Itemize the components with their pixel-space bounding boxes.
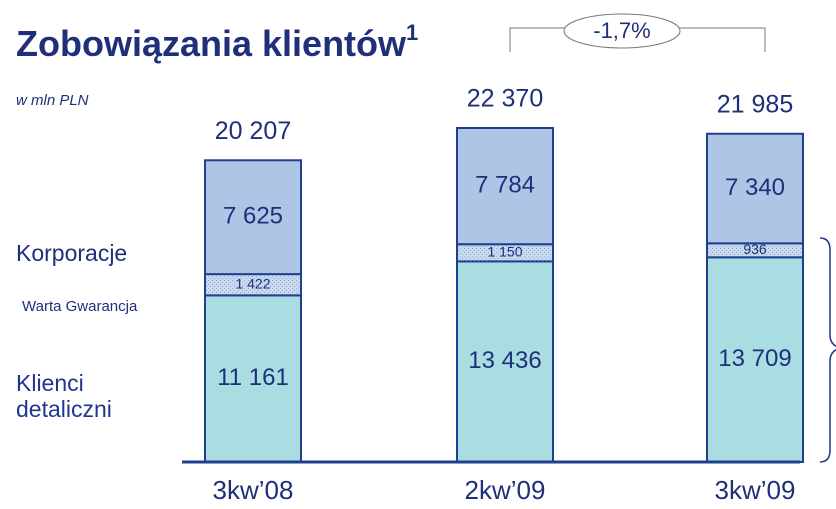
- value-label: 936: [743, 241, 767, 257]
- subtitle: w mln PLN: [16, 92, 89, 109]
- value-label: 7 340: [725, 174, 785, 201]
- change-ellipse: [563, 13, 681, 49]
- legend-label: Klienci detaliczni: [16, 370, 112, 422]
- value-label: 7 784: [475, 171, 535, 198]
- bars: 11 161 1 422 7 625 20 207 3kw’08 13 436 1 150 7…: [182, 85, 804, 505]
- value-label: 1 422: [235, 275, 270, 291]
- bar-segment: [456, 127, 554, 246]
- title-text: Zobowiązania klientów: [16, 23, 407, 64]
- value-label: 13 709: [718, 345, 791, 372]
- bar-segment: [706, 256, 804, 463]
- x-tick-label: 3kw’08: [213, 475, 294, 505]
- bar-segment: [204, 159, 302, 276]
- legend-label: Warta Gwarancja: [22, 298, 138, 315]
- bar-segment: [456, 260, 554, 463]
- bar-segment: [204, 294, 302, 463]
- footnote-mark: 1: [406, 20, 418, 45]
- x-tick-label: 2kw’09: [465, 475, 546, 505]
- change-annotation: -1,7%: [593, 18, 650, 43]
- bar-segment: [706, 132, 804, 245]
- chart-title: Zobowiązania klientów1: [16, 20, 418, 64]
- total-label: 20 207: [215, 117, 291, 145]
- legend-wrap: Klienci detaliczni: [16, 370, 112, 422]
- x-tick-label: 3kw’09: [715, 475, 796, 505]
- value-label: 13 436: [468, 347, 541, 374]
- value-label: 7 625: [223, 203, 283, 230]
- value-label: 11 161: [217, 364, 289, 391]
- total-label: 22 370: [467, 85, 543, 113]
- value-label: 1 150: [487, 244, 522, 260]
- brace: [819, 237, 836, 463]
- total-label: 21 985: [717, 90, 793, 118]
- legend-label: Korporacje: [16, 240, 127, 266]
